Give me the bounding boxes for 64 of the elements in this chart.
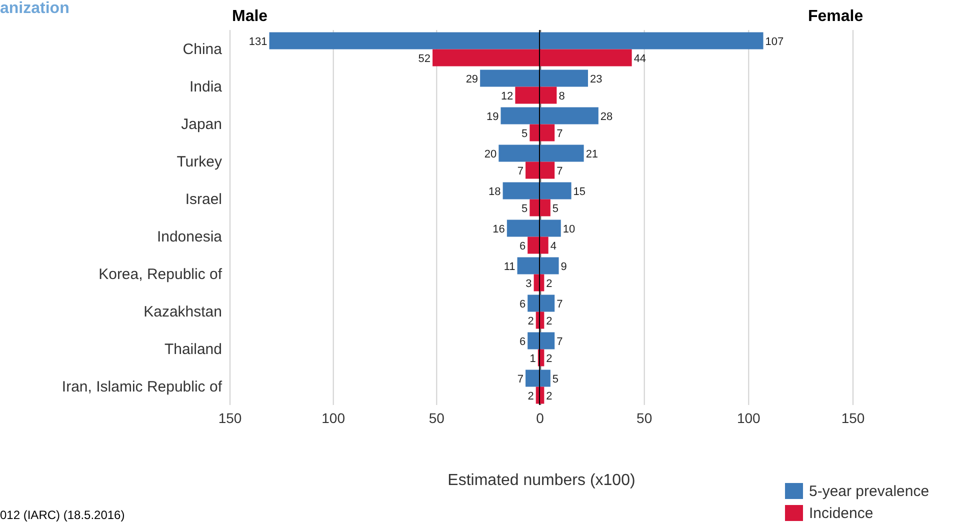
y-tick-label: Thailand	[164, 341, 222, 358]
x-tick-label: 0	[536, 410, 544, 426]
y-tick-label: Japan	[181, 116, 222, 134]
x-tick-label: 150	[841, 410, 865, 426]
data-label: 10	[562, 223, 576, 236]
data-label: 21	[586, 148, 598, 160]
data-label: 6	[519, 240, 526, 252]
data-label: 6	[519, 336, 526, 348]
data-label: 5	[552, 202, 559, 215]
data-label: 23	[590, 73, 602, 86]
data-label: 7	[517, 373, 524, 386]
data-label: 15	[573, 186, 586, 198]
data-label: 9	[560, 260, 567, 273]
data-label: 3	[526, 278, 532, 290]
data-label: 7	[517, 165, 524, 178]
y-tick-label: Korea, Republic of	[98, 266, 223, 284]
data-label: 44	[634, 52, 646, 65]
y-tick-label: Indonesia	[156, 228, 223, 246]
data-label: 7	[556, 336, 563, 348]
data-label: 28	[600, 110, 613, 123]
y-tick-label: Kazakhstan	[144, 304, 222, 321]
y-tick-label: Iran, Islamic Republic of	[62, 378, 223, 396]
data-label: 2	[546, 352, 552, 365]
data-label: 1	[530, 352, 536, 365]
x-tick-label: 150	[218, 410, 242, 426]
y-tick-label: India	[189, 78, 223, 96]
data-label: 4	[550, 240, 556, 252]
x-tick-label: 100	[322, 410, 346, 426]
data-label: 2	[546, 315, 552, 328]
data-label: 18	[488, 186, 501, 198]
text: 012 (IARC) (18.5.2016)	[0, 508, 125, 522]
x-tick-label: 50	[428, 410, 445, 426]
chart-title: Female	[808, 8, 864, 26]
data-label: 2	[528, 390, 534, 402]
data-label: 11	[504, 260, 516, 273]
y-tick-label: Turkey	[176, 154, 222, 171]
data-label: 29	[466, 73, 478, 86]
legend-label: 5-year prevalence	[809, 482, 930, 500]
data-label: 5	[552, 373, 559, 386]
data-label: 107	[765, 36, 784, 48]
x-tick-label: 100	[736, 410, 761, 426]
data-label: 7	[556, 165, 563, 178]
data-label: 131	[248, 36, 268, 48]
x-tick-label: 50	[636, 410, 652, 426]
chart-title: Male	[232, 8, 268, 26]
data-label: 2	[546, 278, 552, 290]
data-label: 7	[556, 298, 563, 310]
data-label: 2	[546, 390, 552, 402]
data-label: 16	[492, 223, 505, 236]
data-label: 12	[500, 90, 514, 102]
data-label: 6	[519, 298, 526, 310]
data-label: 7	[556, 128, 563, 140]
y-tick-label: Israel	[185, 191, 222, 208]
data-label: 8	[558, 90, 565, 102]
data-label: 5	[522, 202, 528, 215]
x-axis-title: Estimated numbers (x100)	[448, 472, 636, 489]
data-label: 19	[486, 110, 499, 123]
y-tick-label: China	[182, 41, 223, 58]
text: anization	[0, 0, 70, 18]
data-label: 20	[484, 148, 497, 160]
legend-label: Incidence	[809, 504, 874, 522]
data-label: 52	[418, 52, 431, 65]
data-label: 5	[522, 128, 528, 140]
data-label: 2	[528, 315, 534, 328]
